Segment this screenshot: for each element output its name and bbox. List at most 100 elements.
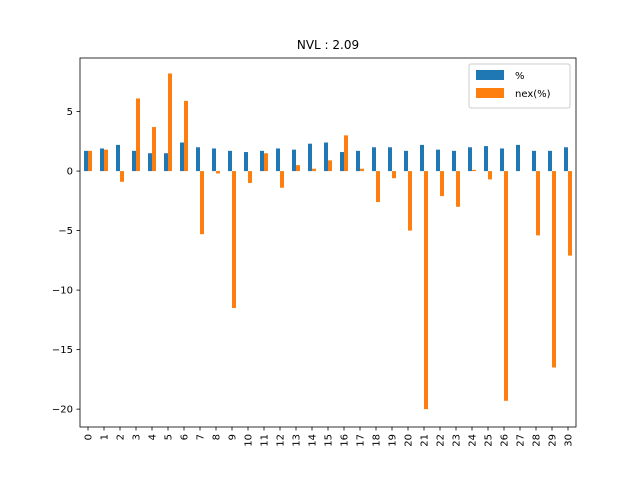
y-tick-label: −15 [52, 345, 73, 356]
y-axis: 5 0 −5 −10 −15 −20 [52, 107, 80, 416]
bar-pct-20 [404, 150, 408, 172]
x-tick-label: 27 [516, 434, 527, 447]
x-tick-label: 13 [292, 434, 303, 447]
x-tick-label: 0 [84, 434, 95, 440]
bar-nex-16 [344, 135, 348, 172]
bar-pct-1 [100, 148, 104, 172]
bar-pct-16 [340, 152, 344, 172]
bar-nex-1 [104, 149, 108, 172]
bar-pct-21 [420, 144, 424, 172]
x-tick-label: 11 [260, 434, 271, 447]
bar-nex-0 [88, 150, 92, 172]
x-tick-label: 5 [164, 434, 175, 440]
bar-nex-10 [248, 171, 252, 183]
bar-nex-11 [264, 153, 268, 172]
x-tick-label: 20 [404, 434, 415, 447]
x-tick-label: 25 [484, 434, 495, 447]
bar-nex-6 [184, 100, 188, 172]
x-tick-label: 14 [308, 434, 319, 447]
x-tick-label: 6 [180, 434, 191, 440]
x-tick-label: 7 [196, 434, 207, 440]
bar-pct-24 [468, 147, 472, 172]
legend-swatch-pct [476, 70, 504, 80]
x-tick-label: 2 [116, 434, 127, 440]
bar-nex-25 [488, 171, 492, 180]
bar-nex-29 [552, 171, 556, 368]
legend-label-nex: nex(%) [515, 89, 551, 100]
bar-pct-12 [276, 148, 280, 172]
y-tick-label: 5 [67, 107, 73, 118]
legend-label-pct: % [515, 71, 525, 82]
bar-pct-2 [116, 144, 120, 172]
y-tick-label: −10 [52, 286, 73, 297]
bar-nex-20 [408, 171, 412, 231]
plot-frame [79, 57, 577, 428]
y-tick-label: −20 [52, 405, 73, 416]
x-axis: 0 1 2 3 4 5 6 7 8 9 10 11 12 13 14 15 16 17 18 19 20 21 22 23 24… [84, 427, 575, 447]
bar-pct-5 [164, 153, 168, 172]
x-tick-label: 4 [148, 434, 159, 440]
bar-pct-25 [484, 146, 488, 172]
bar-nex-22 [440, 171, 444, 197]
x-tick-label: 19 [388, 434, 399, 447]
bar-pct-0 [84, 150, 88, 172]
legend: % nex(%) [468, 63, 571, 109]
bar-pct-8 [212, 148, 216, 172]
bar-pct-23 [452, 150, 456, 172]
bar-nex-8 [216, 171, 220, 174]
y-tick-label: 0 [67, 167, 73, 178]
bar-pct-17 [356, 150, 360, 172]
x-tick-label: 1 [100, 434, 111, 440]
x-tick-label: 29 [548, 434, 559, 447]
x-tick-label: 3 [132, 434, 143, 440]
bar-pct-22 [436, 149, 440, 172]
bar-pct-28 [532, 150, 536, 172]
bar-pct-10 [244, 152, 248, 172]
bar-pct-14 [308, 143, 312, 172]
bar-pct-4 [148, 153, 152, 172]
bar-nex-13 [296, 165, 300, 172]
bar-nex-24 [472, 169, 476, 172]
bar-nex-21 [424, 171, 428, 410]
bar-nex-17 [360, 168, 364, 172]
x-tick-label: 12 [276, 434, 287, 447]
y-tick-label: −5 [58, 226, 73, 237]
x-tick-label: 8 [212, 434, 223, 440]
x-tick-label: 10 [244, 434, 255, 447]
bar-pct-11 [260, 150, 264, 172]
bar-nex-19 [392, 171, 396, 179]
bar-pct-3 [132, 150, 136, 172]
bar-pct-7 [196, 147, 200, 172]
chart-title: NVL : 2.09 [297, 38, 359, 52]
bar-nex-15 [328, 160, 332, 172]
x-tick-label: 24 [468, 434, 479, 447]
bar-nex-2 [120, 171, 124, 182]
bar-pct-30 [564, 147, 568, 172]
bar-nex-23 [456, 171, 460, 207]
bar-nex-12 [280, 171, 284, 188]
bar-pct-29 [548, 150, 552, 172]
bar-nex-14 [312, 168, 316, 172]
bar-pct-15 [324, 142, 328, 172]
bar-nex-7 [200, 171, 204, 235]
bars-group [84, 73, 572, 410]
x-tick-label: 9 [228, 434, 239, 440]
x-tick-label: 30 [564, 434, 575, 447]
legend-swatch-nex [476, 88, 504, 98]
x-tick-label: 18 [372, 434, 383, 447]
bar-nex-30 [568, 171, 572, 256]
x-tick-label: 21 [420, 434, 431, 447]
x-tick-label: 28 [532, 434, 543, 447]
x-tick-label: 23 [452, 434, 463, 447]
bar-nex-28 [536, 171, 540, 236]
bar-pct-13 [292, 149, 296, 172]
bar-nex-18 [376, 171, 380, 203]
bar-nex-9 [232, 171, 236, 308]
x-tick-label: 17 [356, 434, 367, 447]
bar-pct-26 [500, 148, 504, 172]
bar-nex-5 [168, 73, 172, 172]
x-tick-label: 15 [324, 434, 335, 447]
x-tick-label: 16 [340, 434, 351, 447]
bar-pct-9 [228, 150, 232, 172]
